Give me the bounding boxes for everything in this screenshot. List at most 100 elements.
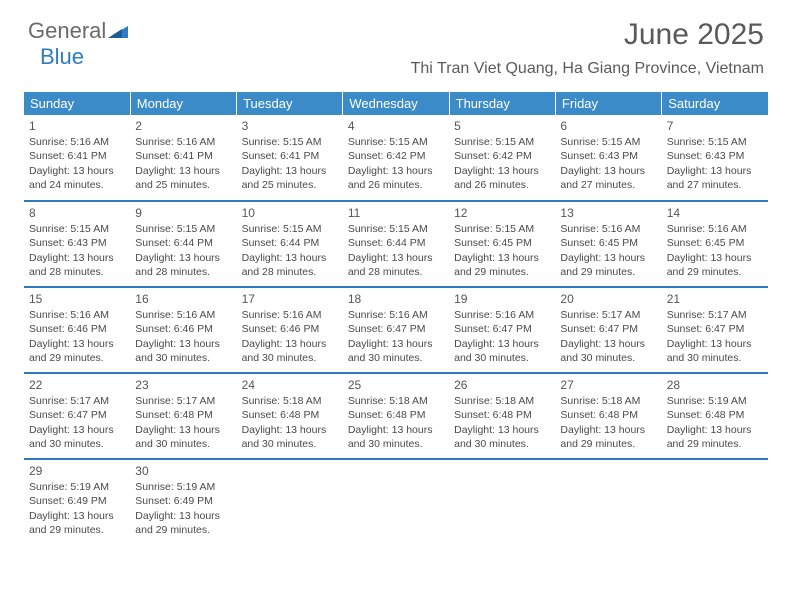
calendar-day-cell [449,459,555,545]
sunset-line: Sunset: 6:47 PM [348,322,444,336]
daylight-line: Daylight: 13 hours and 28 minutes. [348,251,444,279]
sunrise-line: Sunrise: 5:18 AM [560,394,656,408]
sunset-line: Sunset: 6:42 PM [348,149,444,163]
col-monday: Monday [130,92,236,115]
month-title: June 2025 [411,18,764,52]
sunrise-line: Sunrise: 5:16 AM [560,222,656,236]
calendar-day-cell: 1Sunrise: 5:16 AMSunset: 6:41 PMDaylight… [24,115,130,201]
daylight-line: Daylight: 13 hours and 30 minutes. [135,337,231,365]
location-text: Thi Tran Viet Quang, Ha Giang Province, … [411,60,764,78]
sunset-line: Sunset: 6:44 PM [135,236,231,250]
calendar-day-cell: 19Sunrise: 5:16 AMSunset: 6:47 PMDayligh… [449,287,555,373]
sunset-line: Sunset: 6:46 PM [242,322,338,336]
calendar-day-cell: 4Sunrise: 5:15 AMSunset: 6:42 PMDaylight… [343,115,449,201]
day-number: 23 [135,377,231,393]
daylight-line: Daylight: 13 hours and 25 minutes. [242,164,338,192]
logo-blue-text: Blue [40,44,84,69]
calendar-day-cell: 9Sunrise: 5:15 AMSunset: 6:44 PMDaylight… [130,201,236,287]
daylight-line: Daylight: 13 hours and 28 minutes. [29,251,125,279]
day-number: 24 [242,377,338,393]
sunrise-line: Sunrise: 5:15 AM [242,222,338,236]
sunset-line: Sunset: 6:41 PM [29,149,125,163]
col-wednesday: Wednesday [343,92,449,115]
sunrise-line: Sunrise: 5:16 AM [135,135,231,149]
daylight-line: Daylight: 13 hours and 29 minutes. [560,423,656,451]
sunrise-line: Sunrise: 5:19 AM [667,394,763,408]
calendar-table: Sunday Monday Tuesday Wednesday Thursday… [24,92,768,545]
sunrise-line: Sunrise: 5:19 AM [29,480,125,494]
daylight-line: Daylight: 13 hours and 27 minutes. [560,164,656,192]
col-saturday: Saturday [662,92,768,115]
calendar-day-cell: 3Sunrise: 5:15 AMSunset: 6:41 PMDaylight… [237,115,343,201]
calendar-day-cell: 7Sunrise: 5:15 AMSunset: 6:43 PMDaylight… [662,115,768,201]
daylight-line: Daylight: 13 hours and 29 minutes. [454,251,550,279]
sunset-line: Sunset: 6:47 PM [454,322,550,336]
daylight-line: Daylight: 13 hours and 29 minutes. [135,509,231,537]
logo-text-row: General Blue [28,18,128,70]
sunset-line: Sunset: 6:45 PM [560,236,656,250]
daylight-line: Daylight: 13 hours and 29 minutes. [29,337,125,365]
sunrise-line: Sunrise: 5:15 AM [242,135,338,149]
day-number: 20 [560,291,656,307]
calendar-day-cell: 2Sunrise: 5:16 AMSunset: 6:41 PMDaylight… [130,115,236,201]
calendar-day-cell: 11Sunrise: 5:15 AMSunset: 6:44 PMDayligh… [343,201,449,287]
day-number: 18 [348,291,444,307]
day-number: 29 [29,463,125,479]
calendar-day-cell: 29Sunrise: 5:19 AMSunset: 6:49 PMDayligh… [24,459,130,545]
day-number: 12 [454,205,550,221]
day-number: 1 [29,118,125,134]
daylight-line: Daylight: 13 hours and 30 minutes. [454,337,550,365]
sunset-line: Sunset: 6:48 PM [135,408,231,422]
calendar-week-row: 1Sunrise: 5:16 AMSunset: 6:41 PMDaylight… [24,115,768,201]
calendar-week-row: 15Sunrise: 5:16 AMSunset: 6:46 PMDayligh… [24,287,768,373]
day-number: 22 [29,377,125,393]
sunset-line: Sunset: 6:47 PM [29,408,125,422]
calendar-day-cell: 15Sunrise: 5:16 AMSunset: 6:46 PMDayligh… [24,287,130,373]
calendar-day-cell: 17Sunrise: 5:16 AMSunset: 6:46 PMDayligh… [237,287,343,373]
daylight-line: Daylight: 13 hours and 29 minutes. [667,423,763,451]
sunset-line: Sunset: 6:41 PM [135,149,231,163]
calendar-day-cell [555,459,661,545]
sunrise-line: Sunrise: 5:18 AM [454,394,550,408]
day-number: 7 [667,118,763,134]
col-thursday: Thursday [449,92,555,115]
daylight-line: Daylight: 13 hours and 30 minutes. [242,337,338,365]
sunset-line: Sunset: 6:42 PM [454,149,550,163]
calendar-day-cell: 14Sunrise: 5:16 AMSunset: 6:45 PMDayligh… [662,201,768,287]
calendar-day-cell: 22Sunrise: 5:17 AMSunset: 6:47 PMDayligh… [24,373,130,459]
sunrise-line: Sunrise: 5:15 AM [560,135,656,149]
day-number: 30 [135,463,231,479]
daylight-line: Daylight: 13 hours and 24 minutes. [29,164,125,192]
calendar-day-cell: 6Sunrise: 5:15 AMSunset: 6:43 PMDaylight… [555,115,661,201]
sunrise-line: Sunrise: 5:16 AM [242,308,338,322]
calendar-day-cell: 18Sunrise: 5:16 AMSunset: 6:47 PMDayligh… [343,287,449,373]
daylight-line: Daylight: 13 hours and 30 minutes. [29,423,125,451]
sunrise-line: Sunrise: 5:16 AM [135,308,231,322]
day-number: 28 [667,377,763,393]
sunset-line: Sunset: 6:48 PM [454,408,550,422]
sunrise-line: Sunrise: 5:15 AM [454,222,550,236]
daylight-line: Daylight: 13 hours and 30 minutes. [454,423,550,451]
day-number: 16 [135,291,231,307]
sunrise-line: Sunrise: 5:17 AM [560,308,656,322]
day-number: 15 [29,291,125,307]
sunset-line: Sunset: 6:43 PM [560,149,656,163]
calendar-week-row: 8Sunrise: 5:15 AMSunset: 6:43 PMDaylight… [24,201,768,287]
sunrise-line: Sunrise: 5:15 AM [454,135,550,149]
sunset-line: Sunset: 6:48 PM [242,408,338,422]
day-number: 9 [135,205,231,221]
sunrise-line: Sunrise: 5:17 AM [667,308,763,322]
sunrise-line: Sunrise: 5:17 AM [135,394,231,408]
calendar-day-cell: 30Sunrise: 5:19 AMSunset: 6:49 PMDayligh… [130,459,236,545]
calendar-day-cell: 24Sunrise: 5:18 AMSunset: 6:48 PMDayligh… [237,373,343,459]
daylight-line: Daylight: 13 hours and 29 minutes. [560,251,656,279]
daylight-line: Daylight: 13 hours and 26 minutes. [348,164,444,192]
col-friday: Friday [555,92,661,115]
daylight-line: Daylight: 13 hours and 30 minutes. [348,337,444,365]
daylight-line: Daylight: 13 hours and 27 minutes. [667,164,763,192]
sunset-line: Sunset: 6:48 PM [348,408,444,422]
col-sunday: Sunday [24,92,130,115]
day-number: 26 [454,377,550,393]
day-number: 27 [560,377,656,393]
sunset-line: Sunset: 6:44 PM [242,236,338,250]
